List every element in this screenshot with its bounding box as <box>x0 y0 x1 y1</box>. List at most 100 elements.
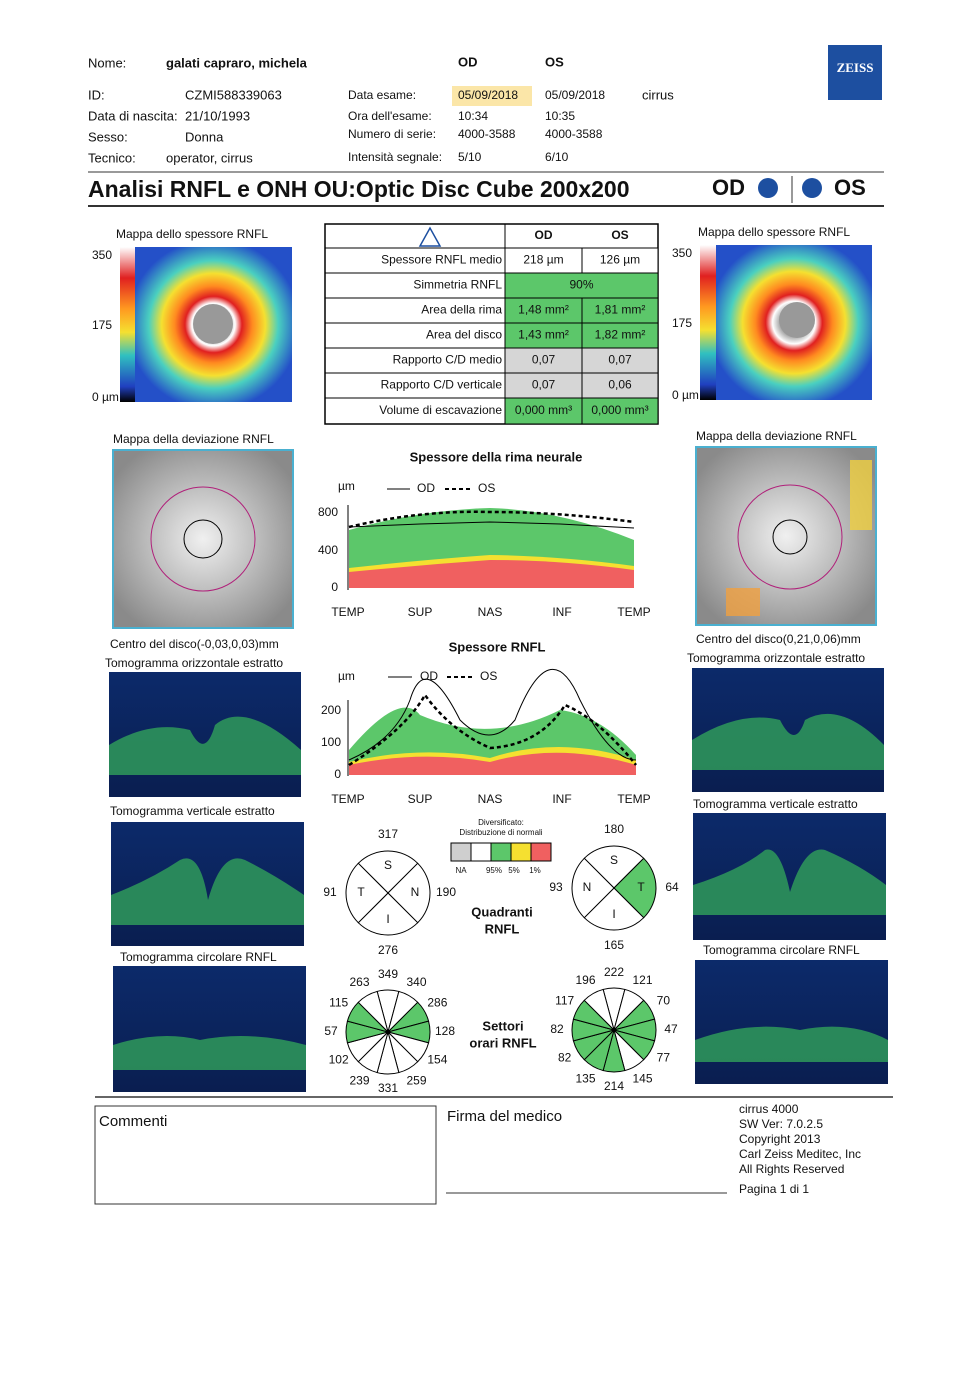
swatch <box>470 842 492 862</box>
cell-value: 218 µm <box>523 253 563 267</box>
cell-value: 0,07 <box>532 378 556 392</box>
title: Analisi RNFL e ONH OU:Optic Disc Cube 20… <box>88 176 630 202</box>
center: Centro del disco(-0,03,0,03)mm <box>110 637 279 651</box>
retina <box>109 716 301 775</box>
clock-value: 47 <box>664 1022 678 1036</box>
cell-value: 0,07 <box>532 353 556 367</box>
x-label: NAS <box>478 792 503 806</box>
cell-value: 0,000 mm³ <box>591 403 648 417</box>
value: operator, cirrus <box>166 150 253 165</box>
clock-value: 57 <box>324 1024 338 1038</box>
quad-title: RNFL <box>485 921 520 936</box>
tick: 0 µm <box>92 390 119 404</box>
quadrant <box>613 857 657 919</box>
value: 05/09/2018 <box>458 88 518 102</box>
value: 5/10 <box>458 150 482 164</box>
center: Centro del disco(0,21,0,06)mm <box>696 632 861 646</box>
x-label: TEMP <box>617 605 650 619</box>
retina <box>113 1036 306 1070</box>
center-dot <box>612 1028 616 1032</box>
clock-value: 102 <box>329 1053 349 1067</box>
title-od: OD <box>712 175 745 200</box>
clock-value: 82 <box>550 1022 564 1036</box>
tomogram <box>113 966 306 1092</box>
x-label: TEMP <box>331 605 364 619</box>
tick: 0 µm <box>672 388 699 402</box>
tick: 175 <box>92 318 112 332</box>
label: Numero di serie: <box>348 127 436 141</box>
band <box>349 752 636 775</box>
swatch-label: 1% <box>529 866 541 875</box>
fundus <box>695 446 877 626</box>
swatch-label: 95% <box>486 866 502 875</box>
signature: Firma del medico <box>447 1108 562 1125</box>
retina <box>692 713 884 770</box>
table-head: OD <box>535 228 553 242</box>
tomo-label: Tomogramma verticale estratto <box>110 804 275 818</box>
clock-value: 222 <box>604 965 624 979</box>
page: Pagina 1 di 1 <box>739 1182 809 1196</box>
table-head: OS <box>611 228 628 242</box>
clock-value: 128 <box>435 1024 455 1038</box>
swatch-label: 5% <box>508 866 520 875</box>
cell <box>504 397 583 425</box>
comments: Commenti <box>99 1113 167 1130</box>
quadrant-label: S <box>610 853 618 867</box>
clock-value: 70 <box>657 994 671 1008</box>
quadrant-value: 317 <box>378 827 398 841</box>
cell-value: 90% <box>569 278 593 292</box>
tomo-label: Tomogramma verticale estratto <box>693 797 858 811</box>
patient-name: galati capraro, michela <box>166 55 308 70</box>
clock-value: 286 <box>427 996 447 1010</box>
retina <box>693 849 886 915</box>
row-label: Spessore RNFL medio <box>381 253 502 267</box>
clock-sector <box>583 988 615 1032</box>
clock-value: 82 <box>558 1051 572 1065</box>
label: Data esame: <box>348 88 416 102</box>
colorbar <box>120 247 135 402</box>
quad-title: Quadranti <box>471 904 532 919</box>
clock-value: 121 <box>632 973 652 987</box>
tomo-label: Tomogramma orizzontale estratto <box>105 656 283 670</box>
warning-icon <box>418 226 442 247</box>
clock-title: Settori <box>482 1018 523 1033</box>
quadrant-value: 93 <box>549 880 563 894</box>
value: 4000-3588 <box>545 127 603 141</box>
od-curve <box>348 668 637 761</box>
tomo-label: Tomogramma circolare RNFL <box>120 950 277 964</box>
deviation <box>726 588 760 616</box>
x-label: SUP <box>408 605 433 619</box>
cell-value: 0,07 <box>608 353 632 367</box>
logo <box>828 45 882 100</box>
clock-value: 214 <box>604 1079 624 1093</box>
label: ID: <box>88 87 105 102</box>
legend: OS <box>478 481 495 495</box>
value: 21/10/1993 <box>185 108 250 123</box>
map-label: Mappa dello spessore RNFL <box>116 227 268 241</box>
cell-value: 126 µm <box>600 253 640 267</box>
scan-circle <box>150 486 256 592</box>
disc <box>193 304 233 344</box>
row-label: Volume di escavazione <box>379 403 502 417</box>
legend: OD <box>420 669 438 683</box>
clock-value: 145 <box>632 1072 652 1086</box>
clock-value: 115 <box>329 996 348 1010</box>
legend: OS <box>480 669 497 683</box>
tomo-label: Tomogramma orizzontale estratto <box>687 651 865 665</box>
quadrant-label: S <box>384 858 392 872</box>
tomogram <box>695 960 888 1084</box>
quadrant-label: N <box>411 885 420 899</box>
clock-value: 239 <box>349 1074 369 1088</box>
map-label: Mappa della deviazione RNFL <box>696 429 857 443</box>
value: 10:34 <box>458 109 488 123</box>
quadrant-value: 91 <box>323 885 337 899</box>
tick: 175 <box>672 316 692 330</box>
cell <box>504 347 583 374</box>
value: 4000-3588 <box>458 127 516 141</box>
device: cirrus <box>642 87 674 102</box>
swatch <box>490 842 512 862</box>
colorbar <box>700 245 716 400</box>
info-line: Carl Zeiss Meditec, Inc <box>739 1147 861 1161</box>
clock-value: 263 <box>349 975 369 989</box>
quadrant-label: T <box>357 885 365 899</box>
